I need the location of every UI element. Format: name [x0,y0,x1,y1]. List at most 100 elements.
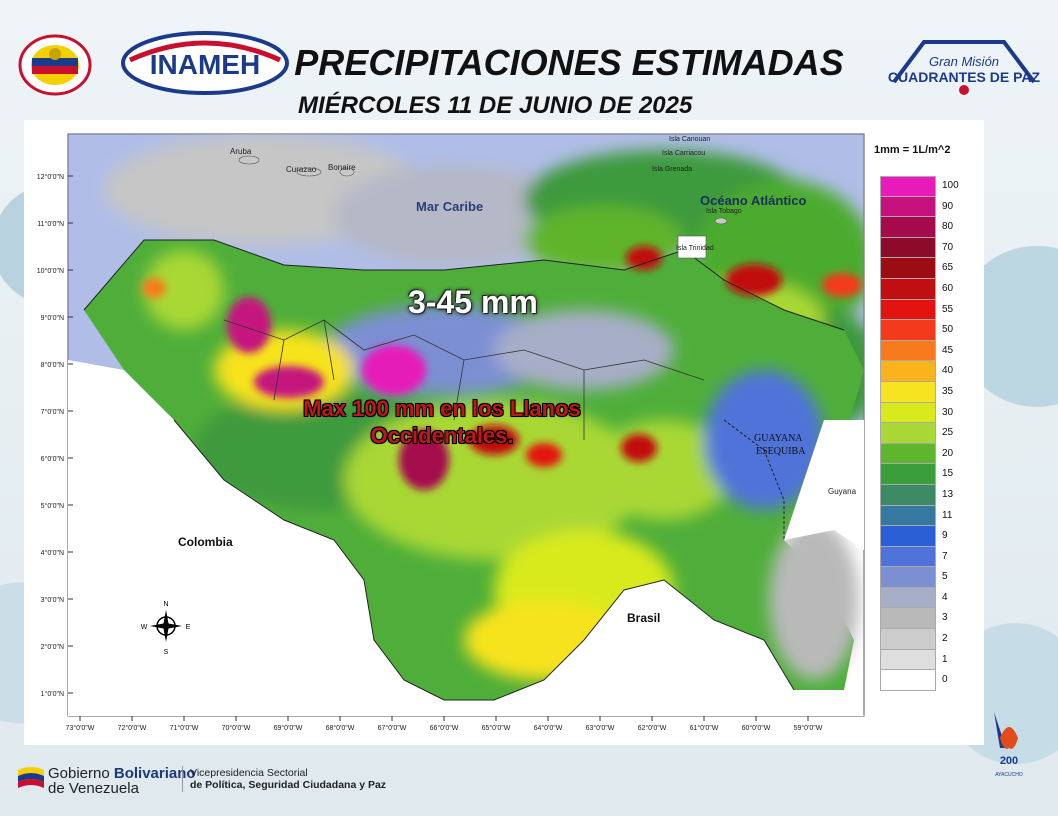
place-trinidad: Isla Trinidad [676,245,714,252]
compass-s: S [164,649,169,656]
place-tobago: Isla Tobago [706,208,742,215]
lon-label: 71°0'0"W [170,724,199,732]
place-canouan: Isla Canouan [669,136,711,143]
legend-swatch [880,196,936,218]
lon-label: 61°0'0"W [690,724,719,732]
page-date: MIÉRCOLES 11 DE JUNIO DE 2025 [298,92,693,119]
gob-line2: de Venezuela [48,780,139,797]
legend-swatch [880,587,936,609]
legend-swatch [880,608,936,630]
legend-row: 55 [880,299,953,321]
precipitation-map: 12°0'0"N 11°0'0"N 10°0'0"N 9°0'0"N 8°0'0"N 7°… [24,120,984,745]
vice-line2: de Política, Seguridad Ciudadana y Paz [190,779,387,791]
compass-e: E [186,624,191,631]
legend-label: 1 [942,653,948,665]
legend-swatch [880,484,936,506]
lon-label: 64°0'0"W [534,724,563,732]
compass-n: N [163,601,168,608]
legend-row: 0 [880,670,948,691]
legend-row: 13 [880,484,953,506]
lat-label: 5°0'0"N [41,502,64,510]
legend-row: 15 [880,464,953,485]
legend-row: 7 [880,546,948,568]
lon-label: 69°0'0"W [274,724,303,732]
legend-swatch [880,361,936,382]
legend-swatch [880,237,936,259]
legend-swatch [880,464,936,485]
legend-row: 35 [880,381,953,403]
legend-row: 40 [880,361,953,382]
lon-label: 72°0'0"W [118,724,147,732]
legend-row: 20 [880,443,953,465]
legend-label: 2 [942,633,948,645]
legend-swatch [880,629,936,650]
lon-label: 65°0'0"W [482,724,511,732]
place-carriacou: Isla Carriacou [662,150,706,157]
legend-label: 65 [942,262,954,274]
legend-label: 50 [942,324,954,336]
place-guyana: Guyana [828,487,857,496]
lat-label: 8°0'0"N [41,361,64,369]
place-oceano-atlantico: Océano Atlántico [700,193,807,208]
legend-swatch [880,217,936,238]
legend-row: 45 [880,340,953,362]
lat-label: 2°0'0"N [41,643,64,651]
lon-label: 73°0'0"W [66,724,95,732]
place-bonaire: Bonaire [328,163,356,172]
legend-label: 45 [942,344,954,356]
mision-logo-line1: Gran Misión [929,54,999,69]
footer-divider [182,766,183,792]
legend-swatch [880,670,936,691]
place-curazao: Curazao [286,165,317,174]
legend-label: 20 [942,447,954,459]
lon-label: 68°0'0"W [326,724,355,732]
legend-label: 15 [942,468,954,480]
lon-label: 59°0'0"W [794,724,823,732]
legend-swatch [880,567,936,588]
place-colombia: Colombia [178,535,233,549]
legend-row: 65 [880,258,953,279]
lat-label: 6°0'0"N [41,455,64,463]
legend-row: 5 [880,567,948,588]
lat-label: 7°0'0"N [41,408,64,416]
lat-label: 9°0'0"N [41,314,64,322]
legend-label: 90 [942,200,954,212]
lat-label: 3°0'0"N [41,596,64,604]
max-annotation: Max 100 mm en los Llanos Occidentales. [303,396,581,448]
legend-label: 30 [942,406,954,418]
lat-label: 12°0'0"N [37,173,64,181]
legend-row: 90 [880,196,953,218]
legend-row: 60 [880,278,953,300]
lon-label: 70°0'0"W [222,724,251,732]
lat-label: 1°0'0"N [41,690,64,698]
legend-label: 13 [942,488,954,500]
lat-label: 11°0'0"N [37,220,64,228]
legend-swatch [880,526,936,547]
range-annotation: 3-45 mm [408,284,538,320]
legend-label: 60 [942,282,954,294]
place-guayana: GUAYANA [754,433,803,444]
legend-label: 11 [942,509,953,521]
legend-label: 40 [942,365,954,377]
legend-swatch [880,443,936,465]
legend-label: 5 [942,571,948,583]
lon-label: 67°0'0"W [378,724,407,732]
legend-label: 80 [942,221,954,233]
bicentenario-logo: 200 AYACUCHO [994,712,1023,778]
legend-swatch [880,402,936,424]
bicent-text: 200 [1000,755,1018,767]
legend-swatch [880,278,936,300]
legend-label: 0 [942,674,948,686]
venezuela-flag-icon [18,767,44,788]
place-esequiba: ESEQUIBA [756,446,806,457]
compass-w: W [141,624,148,631]
legend-label: 55 [942,303,954,315]
legend-label: 25 [942,427,954,439]
legend-swatch [880,176,936,197]
legend-row: 80 [880,217,953,238]
inameh-logo-text: INAMEH [150,49,260,80]
legend-swatch [880,505,936,527]
legend-label: 100 [942,180,959,191]
compass-rose: N S E W [141,601,191,656]
map-graphic: 12°0'0"N 11°0'0"N 10°0'0"N 9°0'0"N 8°0'0"N 7°… [37,133,865,732]
